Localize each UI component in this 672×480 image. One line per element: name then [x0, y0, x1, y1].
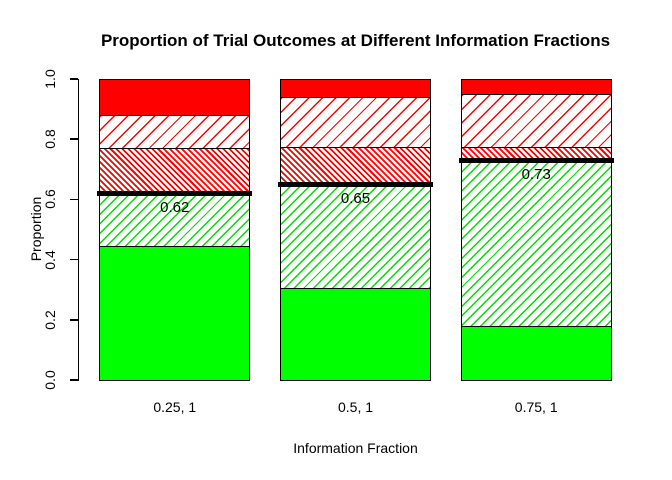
- stacked-bar: 0.65: [278, 79, 433, 381]
- threshold-value-label: 0.65: [340, 190, 371, 208]
- y-axis-tick-label: 0.0: [42, 370, 58, 390]
- threshold-line: [278, 181, 433, 187]
- x-axis-category-label: 0.25, 1: [153, 399, 197, 415]
- y-axis-tick: [70, 258, 78, 261]
- y-axis-tick-label: 1.0: [42, 69, 58, 89]
- bar-segment-green-hatched: [460, 160, 612, 327]
- y-axis-tick: [70, 78, 78, 80]
- y-axis-line: [77, 79, 79, 381]
- bar-segment-solid-green-bottom: [460, 325, 612, 381]
- y-axis-tick-label: 0.4: [42, 249, 58, 270]
- x-axis-category-label: 0.75, 1: [514, 399, 558, 415]
- y-axis-tick-label: 0.2: [42, 310, 58, 330]
- stacked-bar: 0.73: [458, 79, 614, 381]
- threshold-line: [458, 157, 614, 163]
- bar-segment-red-hatched-sparse: [460, 94, 612, 148]
- chart-title: Proportion of Trial Outcomes at Differen…: [100, 31, 611, 50]
- bar-segment-solid-green-bottom: [280, 288, 431, 381]
- bar-segment-red-hatched-sparse: [280, 97, 431, 148]
- bar-segment-solid-green-bottom: [99, 246, 251, 381]
- bar-segment-solid-red-top: [280, 79, 431, 99]
- x-axis-category-label: 0.5, 1: [337, 399, 374, 415]
- bar-segment-red-hatched-dense: [280, 146, 431, 186]
- threshold-value-label: 0.73: [521, 166, 551, 184]
- y-axis-tick: [70, 138, 78, 140]
- y-axis-tick: [70, 319, 78, 321]
- x-axis-title: Information Fraction: [293, 440, 418, 456]
- y-axis-tick: [70, 198, 78, 201]
- threshold-value-label: 0.62: [160, 199, 190, 217]
- bar-segment-red-hatched-sparse: [99, 115, 251, 150]
- bar-segment-solid-red-top: [99, 79, 251, 117]
- stacked-bar: 0.62: [97, 79, 253, 381]
- y-axis-tick-label: 0.6: [42, 189, 58, 210]
- y-axis-tick: [70, 379, 78, 381]
- bar-segment-solid-red-top: [460, 79, 612, 96]
- threshold-line: [97, 190, 253, 196]
- bar-segment-green-hatched: [280, 184, 431, 290]
- bar-segment-red-hatched-dense: [99, 148, 251, 195]
- y-axis-tick-label: 0.8: [42, 129, 58, 149]
